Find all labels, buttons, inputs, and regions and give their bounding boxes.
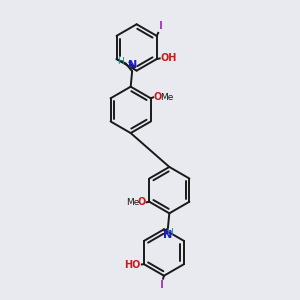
Text: H: H	[167, 228, 173, 237]
Text: N: N	[163, 230, 172, 240]
Text: N: N	[128, 60, 137, 70]
Text: HO: HO	[124, 260, 141, 270]
Text: I: I	[159, 21, 163, 32]
Text: Me: Me	[160, 93, 173, 102]
Text: OH: OH	[160, 53, 177, 63]
Text: O: O	[154, 92, 162, 102]
Text: I: I	[160, 280, 164, 290]
Text: H: H	[117, 57, 124, 66]
Text: Me: Me	[126, 198, 139, 207]
Text: O: O	[137, 197, 146, 207]
